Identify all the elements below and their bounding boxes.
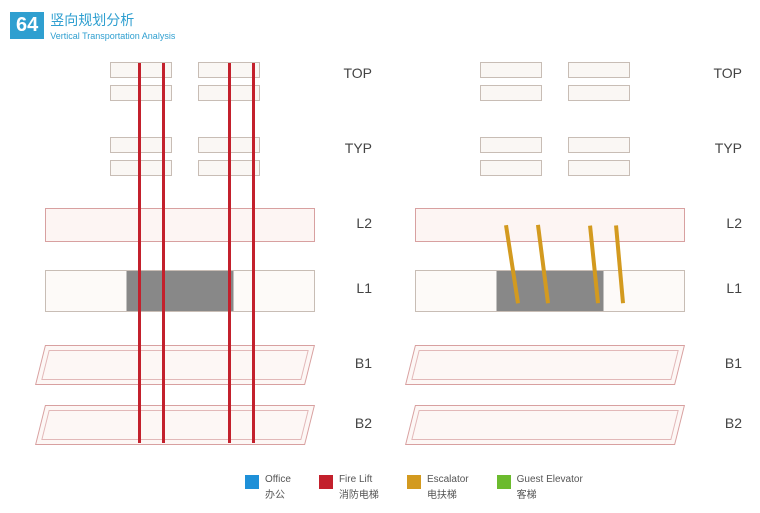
page-header: 64 竖向规划分析 Vertical Transportation Analys… [10, 10, 175, 41]
legend-label-en: Escalator [427, 474, 469, 485]
fire-lift-line [162, 63, 165, 443]
floor-plate [110, 60, 260, 80]
floor-label: TYP [345, 140, 372, 156]
diagram-area: TOP TYP L2 L1 B1 B2 TOP TYP L2 L1 B1 B2 [0, 55, 760, 450]
floor-label: TYP [715, 140, 742, 156]
legend-swatch [497, 475, 511, 489]
floor-plate [110, 135, 260, 155]
legend-label-en: Guest Elevator [517, 474, 583, 485]
legend-label-zh: 消防电梯 [339, 486, 379, 501]
legend-label-zh: 电扶梯 [427, 486, 469, 501]
floor-plate [480, 158, 630, 178]
floor-plate [45, 208, 315, 242]
floor-label: L2 [726, 215, 742, 231]
floor-plate [415, 208, 685, 242]
floor-label: L1 [356, 280, 372, 296]
title-block: 竖向规划分析 Vertical Transportation Analysis [50, 10, 175, 41]
panel-right-escalator: TOP TYP L2 L1 B1 B2 [400, 55, 750, 450]
floor-label: B2 [355, 415, 372, 431]
floor-plate [480, 83, 630, 103]
legend-swatch [407, 475, 421, 489]
legend-label-zh: 办公 [265, 486, 291, 501]
floor-plate [480, 135, 630, 155]
title-chinese: 竖向规划分析 [50, 10, 175, 30]
floor-label: L2 [356, 215, 372, 231]
floor-plate [415, 270, 685, 312]
floor-label: TOP [713, 65, 742, 81]
page-number-badge: 64 [10, 12, 44, 39]
legend-text: Office办公 [265, 474, 291, 501]
legend-text: Guest Elevator客梯 [517, 474, 583, 501]
floor-label: B2 [725, 415, 742, 431]
legend: Office办公 Fire Lift消防电梯 Escalator电扶梯 Guest E… [245, 474, 583, 501]
floor-plate [35, 405, 315, 445]
floor-label: L1 [726, 280, 742, 296]
legend-item: Fire Lift消防电梯 [319, 474, 379, 501]
legend-swatch [319, 475, 333, 489]
floor-plate [405, 405, 685, 445]
floor-plate [45, 270, 315, 312]
fire-lift-line [252, 63, 255, 443]
floor-plate [35, 345, 315, 385]
floor-plate [110, 83, 260, 103]
floor-plate [405, 345, 685, 385]
fire-lift-line [228, 63, 231, 443]
floor-label: B1 [355, 355, 372, 371]
legend-item: Guest Elevator客梯 [497, 474, 583, 501]
legend-item: Escalator电扶梯 [407, 474, 469, 501]
floor-plate [480, 60, 630, 80]
legend-label-en: Fire Lift [339, 474, 379, 485]
panel-left-firelift: TOP TYP L2 L1 B1 B2 [30, 55, 380, 450]
floor-label: B1 [725, 355, 742, 371]
legend-text: Escalator电扶梯 [427, 474, 469, 501]
legend-item: Office办公 [245, 474, 291, 501]
title-english: Vertical Transportation Analysis [50, 31, 175, 41]
legend-text: Fire Lift消防电梯 [339, 474, 379, 501]
fire-lift-line [138, 63, 141, 443]
legend-label-en: Office [265, 474, 291, 485]
legend-label-zh: 客梯 [517, 486, 583, 501]
legend-swatch [245, 475, 259, 489]
floor-plate [110, 158, 260, 178]
floor-label: TOP [343, 65, 372, 81]
